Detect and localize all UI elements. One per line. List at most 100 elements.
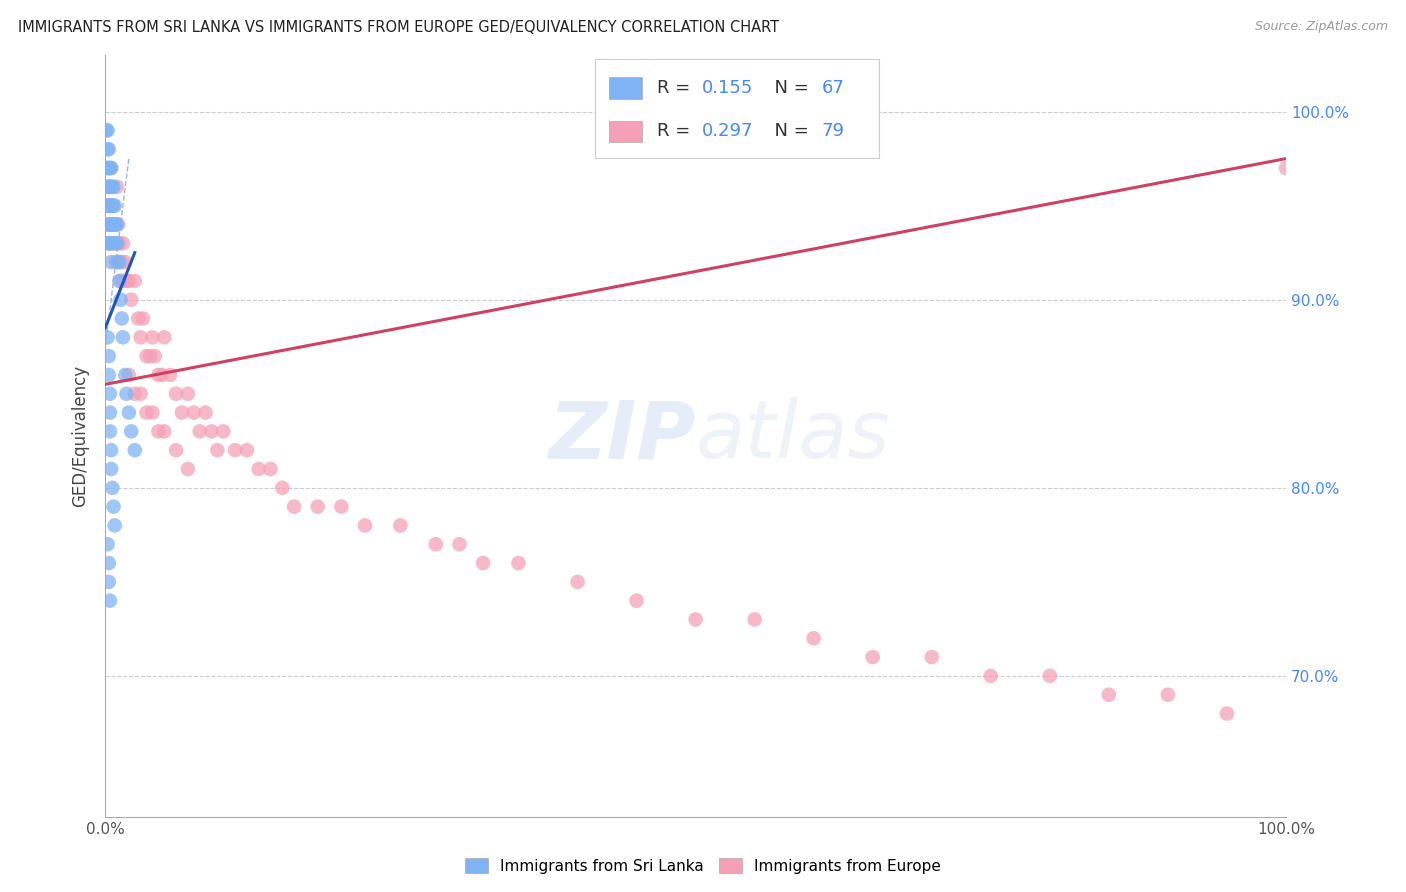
Text: R =: R = [657, 78, 696, 97]
Point [97, 161, 120, 175]
Point [100, 161, 122, 175]
Text: ZIP: ZIP [548, 397, 696, 475]
Point [259, 462, 281, 476]
Point [118, 274, 141, 288]
Point [183, 406, 205, 420]
Point [98, 179, 121, 194]
Point [1275, 161, 1298, 175]
Point [103, 199, 125, 213]
Point [100, 199, 122, 213]
Point [425, 537, 447, 551]
Point [98, 218, 121, 232]
Point [212, 425, 235, 439]
Point [98, 593, 121, 607]
Point [354, 518, 377, 533]
Text: N =: N = [763, 78, 814, 97]
Point [104, 218, 127, 232]
Point [107, 255, 129, 269]
Point [148, 425, 170, 439]
Point [271, 481, 294, 495]
Point [101, 179, 124, 194]
FancyBboxPatch shape [609, 120, 643, 142]
Point [188, 425, 211, 439]
Text: 79: 79 [823, 122, 845, 140]
Point [153, 330, 176, 344]
Point [143, 349, 166, 363]
Point [101, 218, 124, 232]
Text: R =: R = [657, 122, 696, 140]
Point [103, 500, 125, 514]
Point [803, 632, 825, 646]
Point [224, 443, 246, 458]
Point [1098, 688, 1121, 702]
Point [108, 236, 131, 251]
Point [980, 669, 1002, 683]
Point [110, 274, 132, 288]
Point [283, 500, 305, 514]
Point [97, 218, 120, 232]
Point [124, 386, 146, 401]
Point [98, 406, 121, 420]
Point [97, 199, 120, 213]
Point [150, 368, 173, 382]
Point [97, 556, 120, 570]
Point [307, 500, 329, 514]
Point [472, 556, 495, 570]
FancyBboxPatch shape [595, 59, 879, 158]
Point [96, 161, 118, 175]
Point [626, 593, 648, 607]
Point [111, 236, 134, 251]
Point [112, 274, 135, 288]
Point [114, 368, 136, 382]
Point [101, 199, 124, 213]
Point [111, 330, 134, 344]
Point [101, 236, 124, 251]
Point [111, 255, 134, 269]
Point [100, 161, 122, 175]
Point [129, 330, 152, 344]
Point [139, 349, 162, 363]
Point [97, 142, 120, 156]
Point [97, 179, 120, 194]
Point [97, 349, 120, 363]
Point [177, 462, 200, 476]
Point [97, 179, 120, 194]
Point [1216, 706, 1239, 721]
Point [101, 481, 124, 495]
Point [194, 406, 217, 420]
Point [108, 255, 131, 269]
Point [98, 218, 121, 232]
Point [127, 311, 149, 326]
Point [100, 443, 122, 458]
Point [97, 236, 120, 251]
Point [330, 500, 353, 514]
Point [97, 199, 120, 213]
Text: 67: 67 [823, 78, 845, 97]
Point [159, 368, 181, 382]
Point [100, 218, 122, 232]
Point [236, 443, 259, 458]
Point [132, 311, 155, 326]
Point [124, 274, 146, 288]
Point [108, 274, 131, 288]
Y-axis label: GED/Equivalency: GED/Equivalency [72, 365, 89, 508]
Point [105, 236, 128, 251]
Point [921, 650, 943, 665]
Text: atlas: atlas [696, 397, 890, 475]
Point [105, 236, 128, 251]
Point [104, 218, 127, 232]
Point [129, 386, 152, 401]
Legend: Immigrants from Sri Lanka, Immigrants from Europe: Immigrants from Sri Lanka, Immigrants fr… [458, 852, 948, 880]
Point [97, 199, 120, 213]
Text: 0.297: 0.297 [702, 122, 754, 140]
Point [200, 425, 222, 439]
FancyBboxPatch shape [609, 78, 643, 98]
Point [104, 199, 127, 213]
Point [153, 425, 176, 439]
Point [96, 179, 118, 194]
Point [100, 462, 122, 476]
Point [115, 386, 138, 401]
Point [97, 236, 120, 251]
Point [247, 462, 270, 476]
Point [97, 123, 120, 137]
